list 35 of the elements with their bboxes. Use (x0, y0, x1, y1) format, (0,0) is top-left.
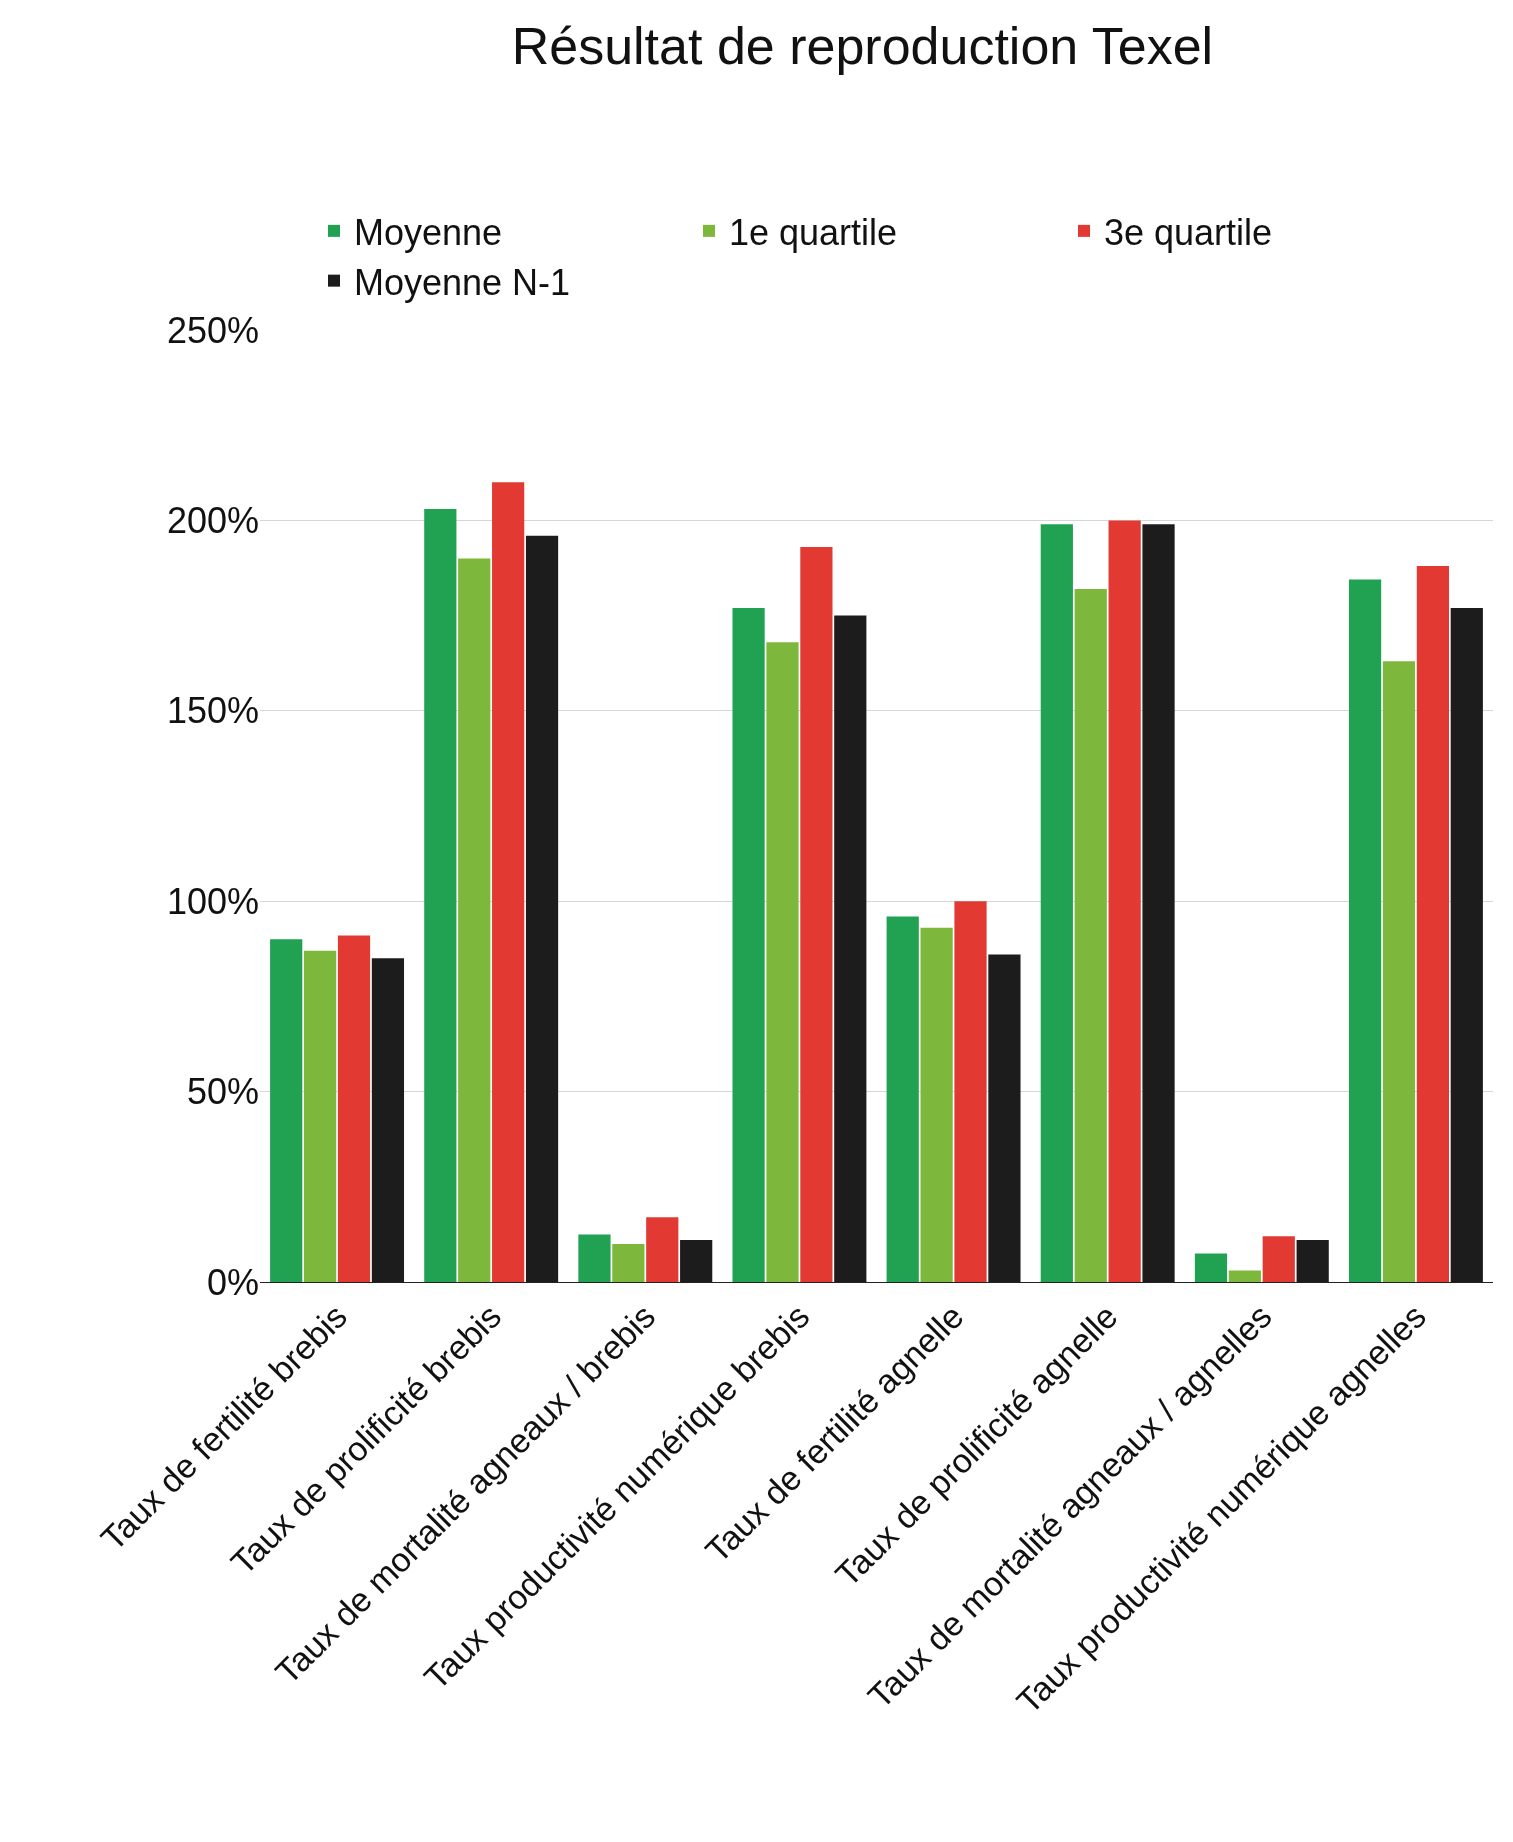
legend-label: Moyenne (354, 211, 503, 253)
legend-label: Moyenne N-1 (354, 261, 571, 303)
bar (646, 1217, 679, 1282)
bar (492, 482, 525, 1282)
bar (732, 607, 765, 1282)
bar (920, 927, 953, 1282)
bar (1040, 524, 1073, 1282)
bar (304, 950, 337, 1282)
bar (1382, 661, 1416, 1282)
bar (1262, 1236, 1295, 1282)
bar (1108, 520, 1141, 1282)
y-tick-label: 100% (166, 880, 259, 922)
bar (337, 935, 371, 1282)
bar (1228, 1270, 1261, 1282)
y-tick-label: 250% (166, 309, 259, 351)
bar (612, 1243, 645, 1282)
legend-label: 1e quartile (729, 211, 898, 253)
bar (1074, 588, 1107, 1282)
bar (424, 508, 457, 1282)
bar (270, 939, 303, 1282)
legend-label: 3e quartile (1104, 211, 1273, 253)
bar (1194, 1253, 1228, 1282)
bar (766, 642, 799, 1282)
y-tick-label: 150% (166, 690, 259, 732)
bar (578, 1234, 611, 1282)
bar (1416, 566, 1449, 1282)
y-tick-label: 50% (186, 1071, 259, 1113)
y-tick-label: 200% (166, 500, 259, 541)
bar (1348, 579, 1382, 1282)
y-tick-label: 0% (206, 1261, 259, 1303)
chart-title: Résultat de reproduction Texel (511, 17, 1214, 76)
bar (886, 916, 919, 1282)
bar (458, 558, 491, 1282)
bar (954, 901, 987, 1282)
bar (800, 547, 833, 1282)
